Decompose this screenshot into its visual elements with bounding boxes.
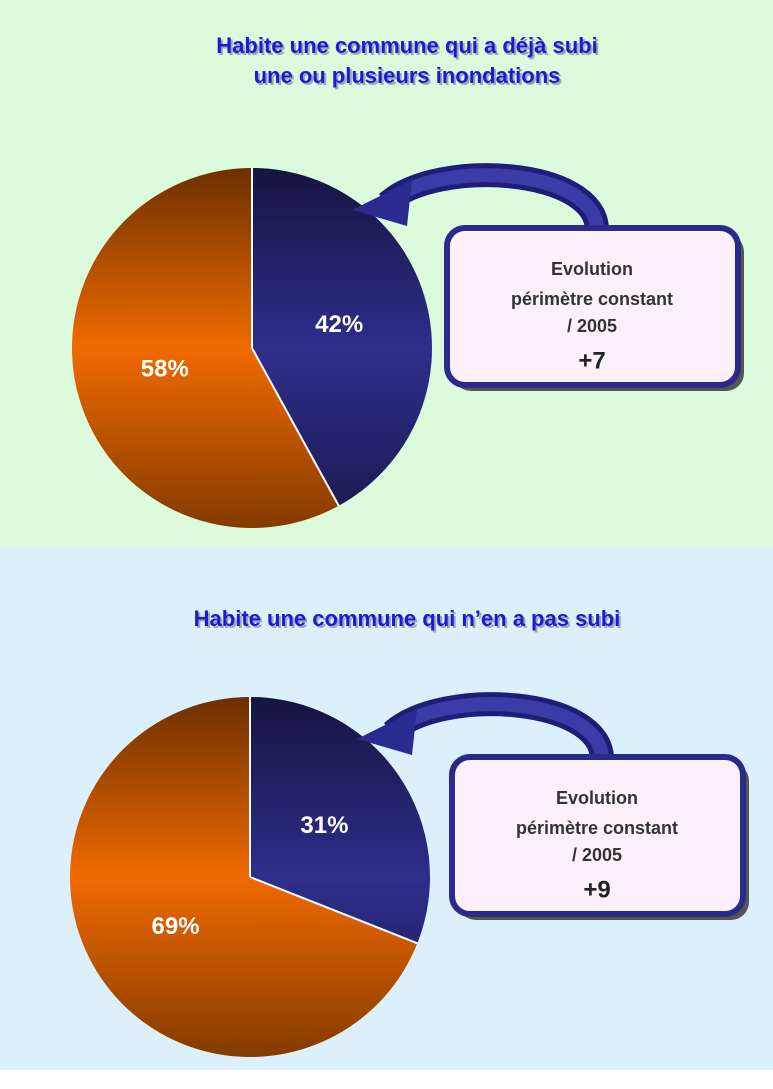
callout-text: Evolution: [556, 788, 638, 808]
arrow-head: [352, 180, 412, 226]
title-shadow: Habite une commune qui n’en a pas subi: [196, 608, 623, 633]
chart-title: Habite une commune qui n’en a pas subi: [194, 606, 621, 631]
callout-text: Evolution: [551, 259, 633, 279]
callout-box: [444, 225, 741, 388]
data-label: 42%: [315, 311, 363, 338]
chart-title: une ou plusieurs inondations: [254, 63, 561, 88]
callout-text: +9: [583, 876, 610, 903]
callout-text: / 2005: [572, 845, 622, 865]
arrow-head: [357, 709, 417, 755]
title-shadow: une ou plusieurs inondations: [256, 65, 563, 90]
arrow-body-light: [387, 697, 609, 760]
data-label: 31%: [300, 812, 348, 839]
slice-border: [251, 347, 340, 507]
chart-title: Habite une commune qui a déjà subi: [216, 33, 597, 58]
title-shadow: Habite une commune qui a déjà subi: [218, 35, 599, 60]
callout-text: périmètre constant: [516, 818, 678, 838]
callout-text: / 2005: [567, 316, 617, 336]
callout-box: [449, 754, 746, 917]
data-label: 58%: [141, 356, 189, 383]
arrow-body-light: [382, 168, 604, 231]
callout-text: périmètre constant: [511, 289, 673, 309]
callout-text: +7: [578, 347, 605, 374]
slice-border: [249, 876, 418, 945]
data-label: 69%: [152, 913, 200, 940]
